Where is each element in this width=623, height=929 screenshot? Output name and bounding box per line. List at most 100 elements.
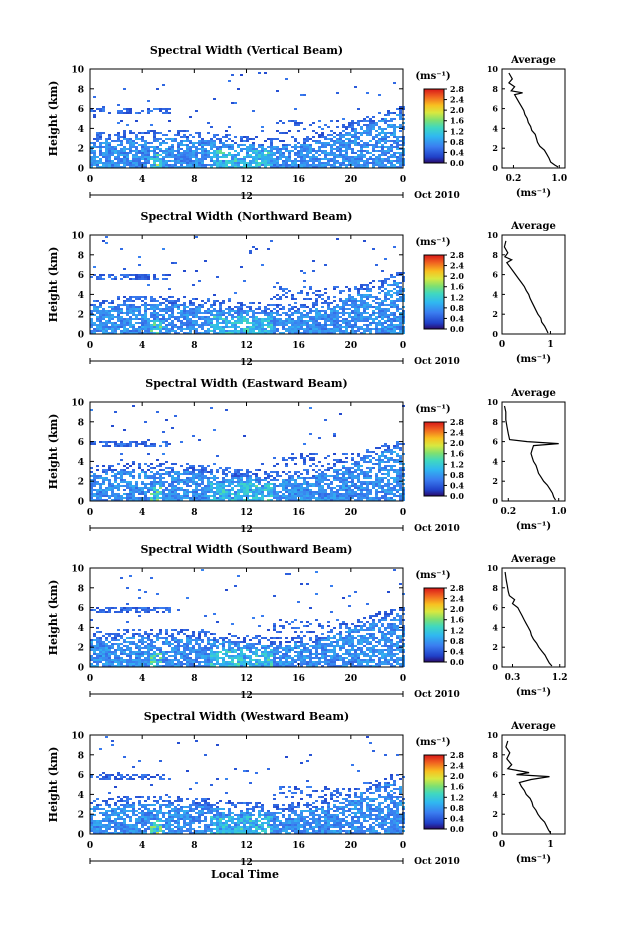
heatmap-cell bbox=[255, 328, 258, 330]
heatmap-cell bbox=[111, 487, 114, 489]
heatmap-cell bbox=[372, 320, 375, 322]
x-tick-label: 16 bbox=[292, 341, 305, 351]
heatmap-cell bbox=[174, 332, 177, 334]
day-label: 12 bbox=[240, 525, 253, 535]
heatmap-cell bbox=[249, 308, 252, 310]
heatmap-cell bbox=[393, 318, 396, 320]
heatmap-cell bbox=[192, 465, 195, 467]
heatmap-cell bbox=[243, 499, 246, 501]
heatmap-cell bbox=[387, 290, 390, 292]
heatmap-cell bbox=[228, 467, 231, 469]
heatmap-cell bbox=[192, 150, 195, 152]
heatmap-cell bbox=[396, 453, 399, 455]
heatmap-cell bbox=[312, 326, 315, 328]
date-label: Oct 2010 bbox=[414, 191, 460, 201]
heatmap-cell bbox=[141, 320, 144, 322]
heatmap-cell bbox=[114, 657, 117, 659]
heatmap-cell bbox=[144, 156, 147, 158]
heatmap-cell bbox=[108, 152, 111, 154]
heatmap-cell bbox=[357, 330, 360, 332]
heatmap-cell bbox=[381, 316, 384, 318]
heatmap-cell bbox=[258, 166, 261, 168]
heatmap-cell bbox=[300, 499, 303, 501]
heatmap-cell bbox=[102, 609, 105, 611]
heatmap-cell bbox=[318, 164, 321, 166]
heatmap-cell bbox=[336, 156, 339, 158]
heatmap-cell bbox=[318, 328, 321, 330]
heatmap-cell bbox=[108, 318, 111, 320]
heatmap-cell bbox=[234, 332, 237, 334]
heatmap-cell bbox=[102, 657, 105, 659]
heatmap-cell bbox=[360, 497, 363, 499]
heatmap-cell bbox=[339, 316, 342, 318]
heatmap-cell bbox=[354, 152, 357, 154]
heatmap-cell bbox=[171, 467, 174, 469]
heatmap-cell bbox=[153, 481, 156, 483]
heatmap-cell bbox=[264, 318, 267, 320]
heatmap-cell bbox=[366, 471, 369, 473]
heatmap-cell bbox=[213, 150, 216, 152]
heatmap-cell bbox=[369, 330, 372, 332]
heatmap-cell bbox=[372, 280, 375, 282]
heatmap-cell bbox=[330, 483, 333, 485]
heatmap-cell bbox=[111, 166, 114, 168]
heatmap-cell bbox=[96, 156, 99, 158]
heatmap-cell bbox=[129, 296, 132, 298]
heatmap-cell bbox=[390, 302, 393, 304]
heatmap-cell bbox=[339, 298, 342, 300]
heatmap-cell bbox=[180, 314, 183, 316]
heatmap-cell bbox=[381, 451, 384, 453]
heatmap-cell bbox=[393, 288, 396, 290]
heatmap-cell bbox=[345, 308, 348, 310]
heatmap-cell bbox=[291, 326, 294, 328]
heatmap-cell bbox=[279, 150, 282, 152]
heatmap-cell bbox=[270, 479, 273, 481]
heatmap-cell bbox=[156, 300, 159, 302]
heatmap-cell bbox=[378, 132, 381, 134]
heatmap-cell bbox=[141, 489, 144, 491]
heatmap-cell bbox=[216, 148, 219, 150]
heatmap-cell bbox=[381, 162, 384, 164]
heatmap-cell bbox=[126, 659, 129, 661]
heatmap-cell bbox=[285, 481, 288, 483]
heatmap-cell bbox=[105, 328, 108, 330]
heatmap-cell bbox=[366, 497, 369, 499]
heatmap-cell bbox=[390, 166, 393, 168]
heatmap-cell bbox=[183, 144, 186, 146]
heatmap-cell bbox=[378, 316, 381, 318]
heatmap-cell bbox=[207, 132, 210, 134]
heatmap-cell bbox=[108, 649, 111, 651]
heatmap-cell bbox=[291, 320, 294, 322]
heatmap-cell bbox=[306, 294, 309, 296]
heatmap-cell bbox=[93, 645, 96, 647]
heatmap-cell bbox=[309, 499, 312, 501]
heatmap-cell bbox=[333, 286, 336, 288]
heatmap-cell bbox=[117, 487, 120, 489]
heatmap-cell bbox=[342, 300, 345, 302]
heatmap-cell bbox=[129, 130, 132, 132]
heatmap-cell bbox=[150, 471, 153, 473]
heatmap-cell bbox=[354, 306, 357, 308]
average-profile-line bbox=[508, 72, 559, 168]
heatmap-cell bbox=[360, 471, 363, 473]
heatmap-cell bbox=[369, 481, 372, 483]
heatmap-cell bbox=[93, 647, 96, 649]
heatmap-cell bbox=[294, 306, 297, 308]
heatmap-cell bbox=[303, 164, 306, 166]
heatmap-cell bbox=[237, 493, 240, 495]
heatmap-cell bbox=[393, 469, 396, 471]
heatmap-cell bbox=[168, 160, 171, 162]
heatmap-cell bbox=[138, 112, 141, 114]
heatmap-cell bbox=[195, 150, 198, 152]
heatmap-cell bbox=[336, 459, 339, 461]
heatmap-cell bbox=[222, 142, 225, 144]
heatmap-cell bbox=[150, 497, 153, 499]
heatmap-cell bbox=[204, 491, 207, 493]
heatmap-cell bbox=[102, 274, 105, 276]
avg-y-tick-label: 8 bbox=[492, 84, 498, 94]
heatmap-cell bbox=[324, 264, 327, 266]
heatmap-cell bbox=[351, 136, 354, 138]
heatmap-cell bbox=[366, 316, 369, 318]
heatmap-cell bbox=[375, 158, 378, 160]
heatmap-cell bbox=[339, 487, 342, 489]
